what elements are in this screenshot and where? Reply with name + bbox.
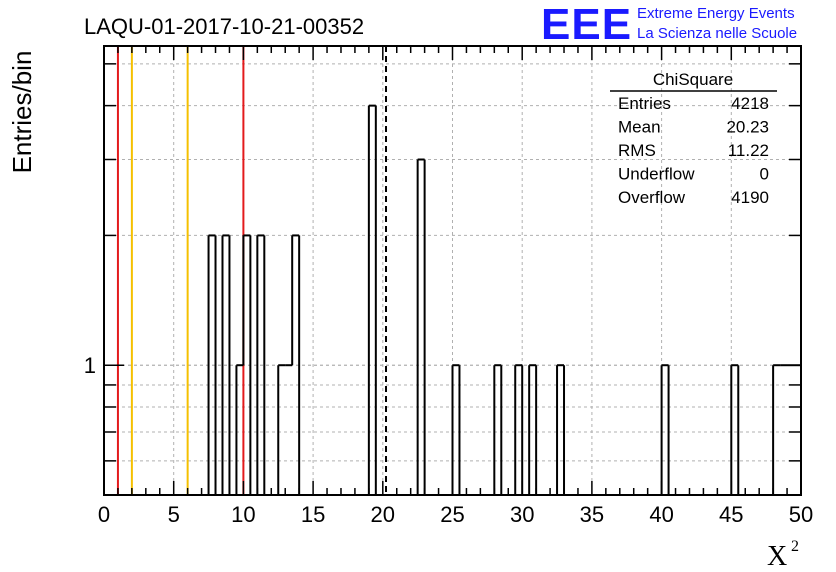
stats-rows: Entries 4218 Mean 20.23 RMS 11.22 Underflow 0 Ov… — [618, 94, 769, 207]
x-tick-labels: 0 5 10 15 20 25 30 35 40 45 50 — [98, 502, 813, 527]
x-tick-label: 40 — [649, 502, 673, 527]
x-axis-label: X 2 — [767, 538, 799, 572]
y-axis-label: Entries/bin — [7, 51, 37, 174]
x-axis-label-sup: 2 — [791, 538, 799, 555]
threshold-lines — [116, 46, 388, 495]
x-tick-label: 50 — [789, 502, 813, 527]
logo-subtitle-1: Extreme Energy Events — [637, 5, 795, 22]
stats-row-value: 4218 — [731, 94, 769, 113]
stats-row-value: 0 — [760, 165, 769, 184]
x-tick-label: 10 — [231, 502, 255, 527]
stats-row-value: 20.23 — [726, 118, 769, 137]
x-tick-label: 30 — [510, 502, 534, 527]
x-tick-label: 5 — [168, 502, 180, 527]
x-tick-label: 45 — [719, 502, 743, 527]
plot-frame — [103, 45, 802, 496]
logo-subtitle-2: La Scienza nelle Scuole — [637, 25, 797, 42]
y-tick-labels: 1 — [84, 353, 96, 378]
x-tick-label: 25 — [440, 502, 464, 527]
x-tick-label: 20 — [371, 502, 395, 527]
stats-box: ChiSquare Entries 4218 Mean 20.23 RMS 11.22 Un… — [610, 70, 777, 207]
x-tick-label: 15 — [301, 502, 325, 527]
stats-row-label: Underflow — [618, 165, 695, 184]
x-axis-label-base: X — [767, 541, 787, 572]
stats-row-label: RMS — [618, 141, 656, 160]
histogram — [207, 104, 802, 495]
eee-logo-mark: EEE — [541, 0, 632, 49]
stats-row-label: Entries — [618, 94, 671, 113]
run-title: LAQU-01-2017-10-21-00352 — [84, 14, 364, 39]
y-tick-label: 1 — [84, 353, 96, 378]
stats-row-label: Mean — [618, 118, 661, 137]
x-tick-label: 0 — [98, 502, 110, 527]
stats-row-value: 11.22 — [728, 141, 769, 160]
stats-row-value: 4190 — [731, 188, 769, 207]
stats-row-label: Overflow — [618, 188, 686, 207]
x-tick-label: 35 — [580, 502, 604, 527]
stats-title: ChiSquare — [653, 70, 733, 89]
eee-logo: EEE Extreme Energy Events La Scienza nel… — [541, 0, 797, 49]
